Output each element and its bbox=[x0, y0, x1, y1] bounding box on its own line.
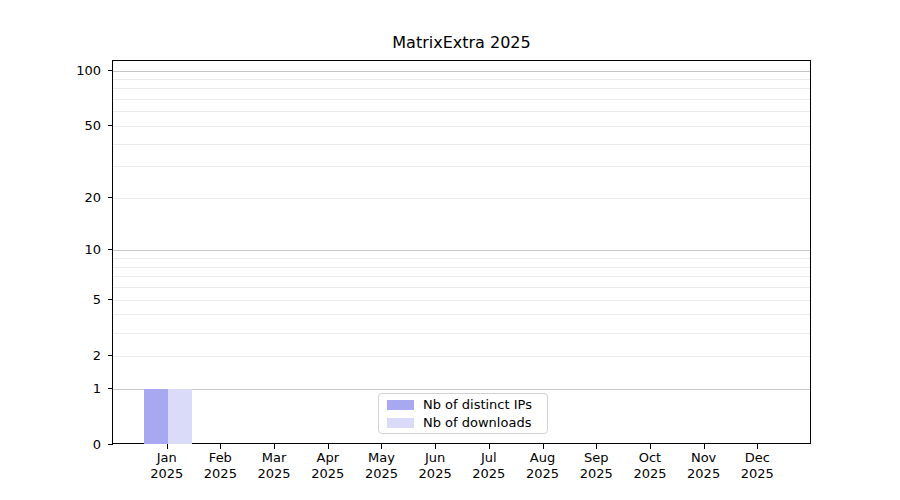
minor-gridline bbox=[113, 88, 810, 89]
x-tick-label-line: May bbox=[365, 450, 398, 466]
y-tick-label: 0 bbox=[0, 438, 101, 451]
x-tick-mark bbox=[220, 444, 221, 449]
x-tick-label-line: Aug bbox=[526, 450, 559, 466]
y-tick-mark bbox=[108, 299, 113, 300]
y-tick-mark bbox=[108, 197, 113, 198]
x-tick-mark bbox=[435, 444, 436, 449]
y-tick-label: 2 bbox=[0, 348, 101, 361]
legend-swatch bbox=[387, 400, 414, 410]
minor-gridline bbox=[113, 267, 810, 268]
y-tick-mark bbox=[108, 249, 113, 250]
x-tick-label-line: Dec bbox=[741, 450, 774, 466]
y-tick-mark bbox=[108, 388, 113, 389]
legend-swatch bbox=[387, 418, 414, 428]
x-tick-label-line: 2025 bbox=[258, 466, 291, 482]
x-tick-label-line: Jul bbox=[472, 450, 505, 466]
x-tick-label: Feb2025 bbox=[204, 450, 237, 482]
y-tick-label: 1 bbox=[0, 381, 101, 394]
major-gridline bbox=[113, 250, 810, 251]
y-tick-label: 50 bbox=[0, 118, 101, 131]
x-tick-label: Mar2025 bbox=[258, 450, 291, 482]
x-tick-label: May2025 bbox=[365, 450, 398, 482]
x-tick-label-line: 2025 bbox=[419, 466, 452, 482]
x-tick-label-line: Apr bbox=[311, 450, 344, 466]
x-tick-label-line: 2025 bbox=[472, 466, 505, 482]
x-tick-label: Dec2025 bbox=[741, 450, 774, 482]
x-tick-label: Apr2025 bbox=[311, 450, 344, 482]
y-tick-mark bbox=[108, 444, 113, 445]
legend-label: Nb of downloads bbox=[423, 415, 531, 430]
x-tick-label-line: Mar bbox=[258, 450, 291, 466]
major-gridline bbox=[113, 389, 810, 390]
x-tick-mark bbox=[543, 444, 544, 449]
x-tick-label: Sep2025 bbox=[580, 450, 613, 482]
minor-gridline bbox=[113, 300, 810, 301]
minor-gridline bbox=[113, 258, 810, 259]
minor-gridline bbox=[113, 276, 810, 277]
legend: Nb of distinct IPs Nb of downloads bbox=[378, 393, 548, 434]
minor-gridline bbox=[113, 99, 810, 100]
bar-downloads bbox=[168, 389, 192, 444]
y-tick-label: 5 bbox=[0, 292, 101, 305]
x-tick-label: Jun2025 bbox=[419, 450, 452, 482]
x-tick-label-line: Jun bbox=[419, 450, 452, 466]
major-gridline bbox=[113, 71, 810, 72]
x-tick-mark bbox=[381, 444, 382, 449]
x-tick-mark bbox=[489, 444, 490, 449]
y-tick-mark bbox=[108, 70, 113, 71]
x-tick-label-line: 2025 bbox=[526, 466, 559, 482]
x-tick-label-line: 2025 bbox=[204, 466, 237, 482]
x-tick-mark bbox=[328, 444, 329, 449]
x-tick-label-line: 2025 bbox=[580, 466, 613, 482]
chart-figure: MatrixExtra 2025 Nb of distinct IPsNb of… bbox=[0, 0, 900, 500]
x-tick-label-line: 2025 bbox=[311, 466, 344, 482]
minor-gridline bbox=[113, 287, 810, 288]
x-tick-label: Jul2025 bbox=[472, 450, 505, 482]
minor-gridline bbox=[113, 144, 810, 145]
x-tick-label-line: 2025 bbox=[150, 466, 183, 482]
y-tick-mark bbox=[108, 355, 113, 356]
minor-gridline bbox=[113, 111, 810, 112]
x-tick-mark bbox=[274, 444, 275, 449]
x-tick-label-line: 2025 bbox=[633, 466, 666, 482]
x-tick-label: Jan2025 bbox=[150, 450, 183, 482]
x-tick-label-line: Sep bbox=[580, 450, 613, 466]
x-tick-label-line: 2025 bbox=[741, 466, 774, 482]
x-tick-label: Oct2025 bbox=[633, 450, 666, 482]
x-tick-mark bbox=[704, 444, 705, 449]
x-tick-label: Aug2025 bbox=[526, 450, 559, 482]
y-tick-label: 10 bbox=[0, 243, 101, 256]
x-tick-mark bbox=[650, 444, 651, 449]
y-tick-mark bbox=[108, 125, 113, 126]
x-tick-label-line: Jan bbox=[150, 450, 183, 466]
x-tick-mark bbox=[596, 444, 597, 449]
x-tick-label-line: 2025 bbox=[687, 466, 720, 482]
minor-gridline bbox=[113, 166, 810, 167]
y-tick-label: 20 bbox=[0, 190, 101, 203]
legend-label: Nb of distinct IPs bbox=[423, 397, 532, 412]
x-tick-label: Nov2025 bbox=[687, 450, 720, 482]
chart-title: MatrixExtra 2025 bbox=[112, 34, 811, 52]
x-tick-label-line: Oct bbox=[633, 450, 666, 466]
minor-gridline bbox=[113, 79, 810, 80]
x-tick-label-line: 2025 bbox=[365, 466, 398, 482]
minor-gridline bbox=[113, 356, 810, 357]
x-tick-mark bbox=[167, 444, 168, 449]
legend-row: Nb of distinct IPs bbox=[387, 397, 539, 412]
x-tick-label-line: Feb bbox=[204, 450, 237, 466]
legend-row: Nb of downloads bbox=[387, 415, 539, 430]
bar-distinct-ips bbox=[144, 389, 168, 444]
minor-gridline bbox=[113, 198, 810, 199]
plot-area: Nb of distinct IPs Nb of downloads bbox=[112, 60, 811, 444]
minor-gridline bbox=[113, 333, 810, 334]
minor-gridline bbox=[113, 314, 810, 315]
y-tick-label: 100 bbox=[0, 63, 101, 76]
x-tick-mark bbox=[757, 444, 758, 449]
x-tick-label-line: Nov bbox=[687, 450, 720, 466]
minor-gridline bbox=[113, 126, 810, 127]
